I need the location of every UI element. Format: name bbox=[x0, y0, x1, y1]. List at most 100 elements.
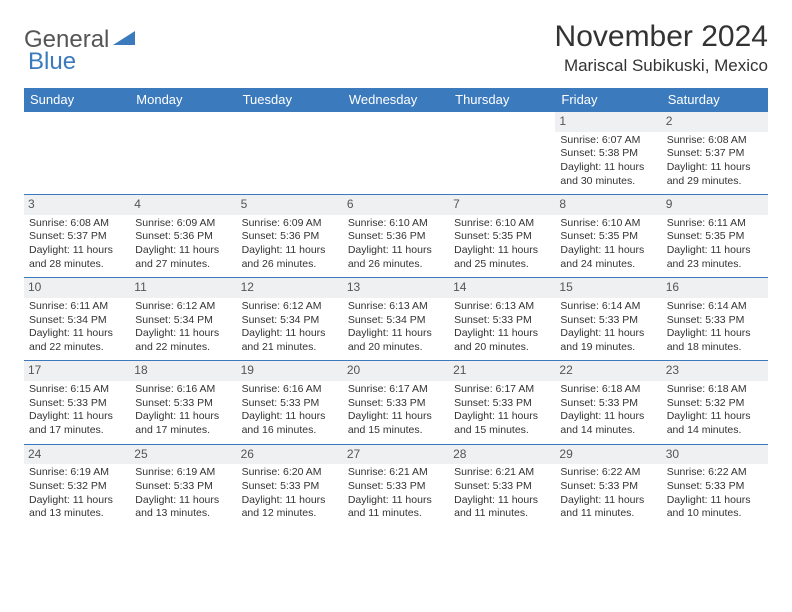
daylight-text: Daylight: 11 hours and 25 minutes. bbox=[454, 244, 550, 271]
calendar-day-cell: 3Sunrise: 6:08 AMSunset: 5:37 PMDaylight… bbox=[24, 195, 130, 278]
calendar-day-cell: 27Sunrise: 6:21 AMSunset: 5:33 PMDayligh… bbox=[343, 444, 449, 527]
sunrise-text: Sunrise: 6:13 AM bbox=[454, 300, 550, 314]
sunrise-text: Sunrise: 6:17 AM bbox=[454, 383, 550, 397]
calendar-day-cell: 24Sunrise: 6:19 AMSunset: 5:32 PMDayligh… bbox=[24, 444, 130, 527]
sunset-text: Sunset: 5:33 PM bbox=[135, 480, 231, 494]
sunset-text: Sunset: 5:35 PM bbox=[454, 230, 550, 244]
daylight-text: Daylight: 11 hours and 22 minutes. bbox=[135, 327, 231, 354]
sunrise-text: Sunrise: 6:09 AM bbox=[135, 217, 231, 231]
day-number: 30 bbox=[662, 445, 768, 465]
day-header: Thursday bbox=[449, 88, 555, 112]
day-header: Friday bbox=[555, 88, 661, 112]
sunrise-text: Sunrise: 6:08 AM bbox=[29, 217, 125, 231]
day-number: 21 bbox=[449, 361, 555, 381]
calendar-head: Sunday Monday Tuesday Wednesday Thursday… bbox=[24, 88, 768, 112]
sunrise-text: Sunrise: 6:22 AM bbox=[667, 466, 763, 480]
day-header: Wednesday bbox=[343, 88, 449, 112]
day-number: 12 bbox=[237, 278, 343, 298]
sunset-text: Sunset: 5:35 PM bbox=[667, 230, 763, 244]
day-number: 26 bbox=[237, 445, 343, 465]
calendar-day-cell: 23Sunrise: 6:18 AMSunset: 5:32 PMDayligh… bbox=[662, 361, 768, 444]
calendar-day-cell: 1Sunrise: 6:07 AMSunset: 5:38 PMDaylight… bbox=[555, 112, 661, 195]
sunrise-text: Sunrise: 6:09 AM bbox=[242, 217, 338, 231]
sunrise-text: Sunrise: 6:10 AM bbox=[560, 217, 656, 231]
daylight-text: Daylight: 11 hours and 17 minutes. bbox=[29, 410, 125, 437]
calendar-day-cell: 16Sunrise: 6:14 AMSunset: 5:33 PMDayligh… bbox=[662, 278, 768, 361]
calendar-table: Sunday Monday Tuesday Wednesday Thursday… bbox=[24, 88, 768, 527]
daylight-text: Daylight: 11 hours and 26 minutes. bbox=[242, 244, 338, 271]
calendar-day-cell: 17Sunrise: 6:15 AMSunset: 5:33 PMDayligh… bbox=[24, 361, 130, 444]
calendar-week-row: 10Sunrise: 6:11 AMSunset: 5:34 PMDayligh… bbox=[24, 278, 768, 361]
sunset-text: Sunset: 5:35 PM bbox=[560, 230, 656, 244]
daylight-text: Daylight: 11 hours and 30 minutes. bbox=[560, 161, 656, 188]
day-header: Tuesday bbox=[237, 88, 343, 112]
calendar-day-cell: 4Sunrise: 6:09 AMSunset: 5:36 PMDaylight… bbox=[130, 195, 236, 278]
sunset-text: Sunset: 5:33 PM bbox=[454, 314, 550, 328]
calendar-day-cell: 18Sunrise: 6:16 AMSunset: 5:33 PMDayligh… bbox=[130, 361, 236, 444]
sunset-text: Sunset: 5:36 PM bbox=[348, 230, 444, 244]
calendar-day-cell: 22Sunrise: 6:18 AMSunset: 5:33 PMDayligh… bbox=[555, 361, 661, 444]
daylight-text: Daylight: 11 hours and 14 minutes. bbox=[667, 410, 763, 437]
calendar-week-row: 1Sunrise: 6:07 AMSunset: 5:38 PMDaylight… bbox=[24, 112, 768, 195]
calendar-day-cell: 5Sunrise: 6:09 AMSunset: 5:36 PMDaylight… bbox=[237, 195, 343, 278]
sunrise-text: Sunrise: 6:08 AM bbox=[667, 134, 763, 148]
day-number: 22 bbox=[555, 361, 661, 381]
sunset-text: Sunset: 5:33 PM bbox=[667, 314, 763, 328]
day-number: 25 bbox=[130, 445, 236, 465]
calendar-day-cell: 13Sunrise: 6:13 AMSunset: 5:34 PMDayligh… bbox=[343, 278, 449, 361]
calendar-day-cell: 15 Sunrise: 6:14 AMSunset: 5:33 PMDayligh… bbox=[555, 278, 661, 361]
day-number: 20 bbox=[343, 361, 449, 381]
day-number: 15 bbox=[555, 278, 661, 298]
daylight-text: Daylight: 11 hours and 20 minutes. bbox=[454, 327, 550, 354]
sunset-text: Sunset: 5:32 PM bbox=[667, 397, 763, 411]
calendar-day-cell: 9Sunrise: 6:11 AMSunset: 5:35 PMDaylight… bbox=[662, 195, 768, 278]
day-number: 17 bbox=[24, 361, 130, 381]
day-header: Saturday bbox=[662, 88, 768, 112]
sunset-text: Sunset: 5:33 PM bbox=[560, 314, 656, 328]
day-number: 18 bbox=[130, 361, 236, 381]
sunset-text: Sunset: 5:33 PM bbox=[560, 480, 656, 494]
daylight-text: Daylight: 11 hours and 10 minutes. bbox=[667, 494, 763, 521]
daylight-text: Daylight: 11 hours and 15 minutes. bbox=[348, 410, 444, 437]
day-header: Sunday bbox=[24, 88, 130, 112]
calendar-day-cell: 14Sunrise: 6:13 AMSunset: 5:33 PMDayligh… bbox=[449, 278, 555, 361]
day-number: 2 bbox=[662, 112, 768, 132]
sunrise-text: Sunrise: 6:17 AM bbox=[348, 383, 444, 397]
sunrise-text: Sunrise: 6:12 AM bbox=[135, 300, 231, 314]
day-number: 16 bbox=[662, 278, 768, 298]
day-number: 1 bbox=[555, 112, 661, 132]
calendar-day-cell: 6Sunrise: 6:10 AMSunset: 5:36 PMDaylight… bbox=[343, 195, 449, 278]
month-title: November 2024 bbox=[555, 20, 768, 54]
sunset-text: Sunset: 5:33 PM bbox=[454, 480, 550, 494]
sunrise-text: Sunrise: 6:14 AM bbox=[560, 300, 656, 314]
sunset-text: Sunset: 5:33 PM bbox=[242, 480, 338, 494]
day-number: 7 bbox=[449, 195, 555, 215]
sunrise-text: Sunrise: 6:07 AM bbox=[560, 134, 656, 148]
calendar-day-cell bbox=[343, 112, 449, 195]
sunrise-text: Sunrise: 6:20 AM bbox=[242, 466, 338, 480]
day-number: 29 bbox=[555, 445, 661, 465]
day-number: 6 bbox=[343, 195, 449, 215]
calendar-day-cell: 26Sunrise: 6:20 AMSunset: 5:33 PMDayligh… bbox=[237, 444, 343, 527]
daylight-text: Daylight: 11 hours and 23 minutes. bbox=[667, 244, 763, 271]
sunrise-text: Sunrise: 6:11 AM bbox=[667, 217, 763, 231]
daylight-text: Daylight: 11 hours and 13 minutes. bbox=[29, 494, 125, 521]
daylight-text: Daylight: 11 hours and 22 minutes. bbox=[29, 327, 125, 354]
day-number: 3 bbox=[24, 195, 130, 215]
sunrise-text: Sunrise: 6:16 AM bbox=[242, 383, 338, 397]
sunrise-text: Sunrise: 6:19 AM bbox=[29, 466, 125, 480]
calendar-week-row: 3Sunrise: 6:08 AMSunset: 5:37 PMDaylight… bbox=[24, 195, 768, 278]
day-number: 10 bbox=[24, 278, 130, 298]
calendar-day-cell: 2Sunrise: 6:08 AMSunset: 5:37 PMDaylight… bbox=[662, 112, 768, 195]
daylight-text: Daylight: 11 hours and 29 minutes. bbox=[667, 161, 763, 188]
sunrise-text: Sunrise: 6:10 AM bbox=[348, 217, 444, 231]
sunrise-text: Sunrise: 6:18 AM bbox=[560, 383, 656, 397]
daylight-text: Daylight: 11 hours and 19 minutes. bbox=[560, 327, 656, 354]
calendar-day-cell: 29Sunrise: 6:22 AMSunset: 5:33 PMDayligh… bbox=[555, 444, 661, 527]
sunset-text: Sunset: 5:34 PM bbox=[242, 314, 338, 328]
daylight-text: Daylight: 11 hours and 24 minutes. bbox=[560, 244, 656, 271]
location-subtitle: Mariscal Subikuski, Mexico bbox=[555, 56, 768, 76]
calendar-day-cell: 25Sunrise: 6:19 AMSunset: 5:33 PMDayligh… bbox=[130, 444, 236, 527]
sunrise-text: Sunrise: 6:19 AM bbox=[135, 466, 231, 480]
daylight-text: Daylight: 11 hours and 11 minutes. bbox=[348, 494, 444, 521]
